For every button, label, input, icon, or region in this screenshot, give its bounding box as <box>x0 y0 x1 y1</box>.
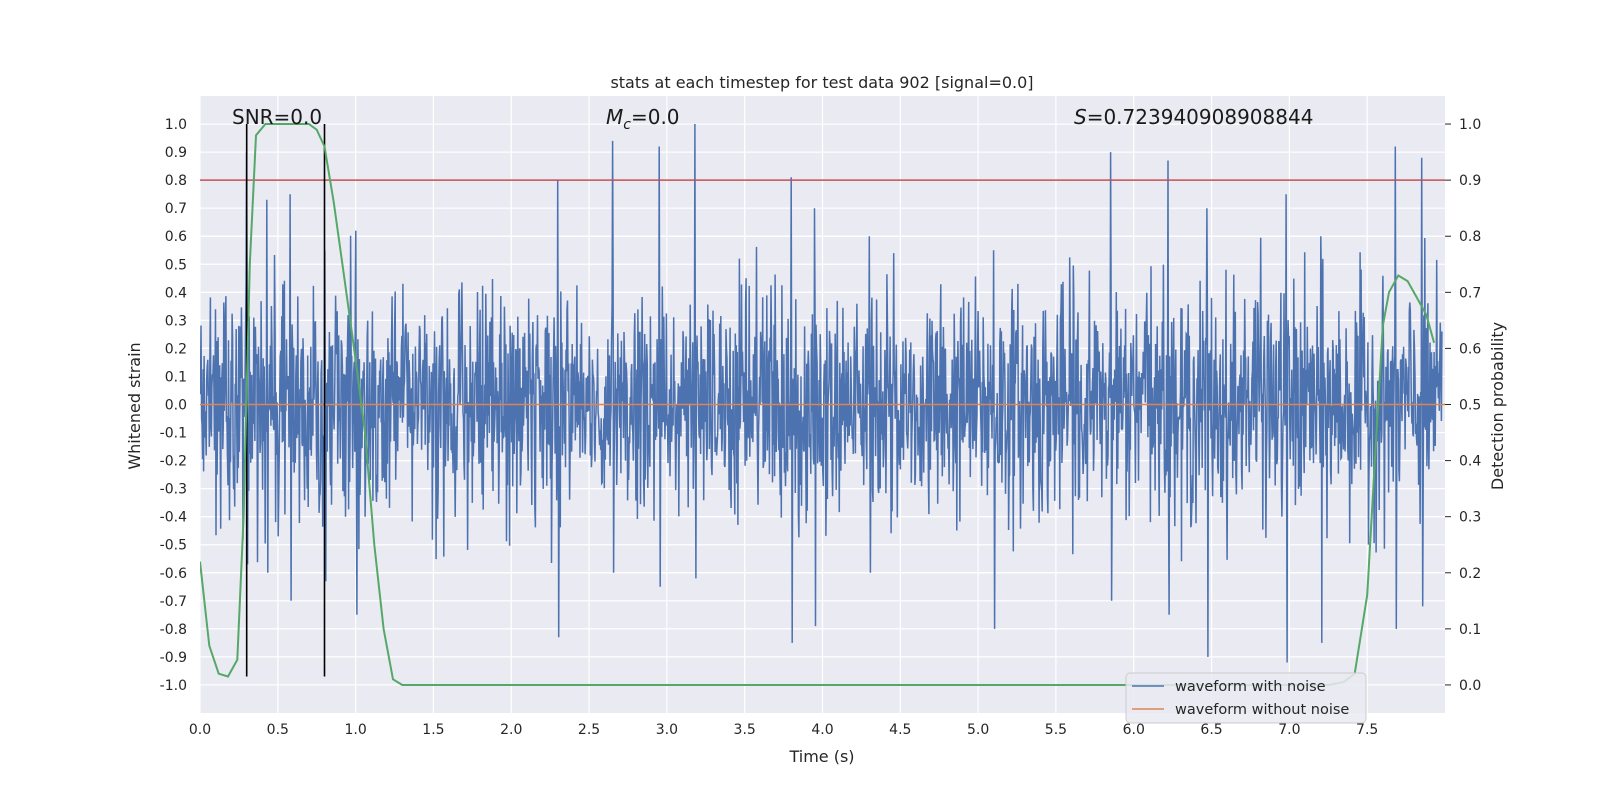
y-tick-label: 0.0 <box>165 398 187 414</box>
x-tick-label: 3.5 <box>734 722 756 738</box>
y-tick-label: 0.7 <box>165 201 187 217</box>
y2-tick-label: 0.8 <box>1459 229 1481 245</box>
y2-tick-label: 0.5 <box>1459 398 1481 414</box>
y-tick-label: 0.9 <box>165 145 187 161</box>
y2-tick-label: 0.3 <box>1459 510 1481 526</box>
x-tick-label: 6.0 <box>1123 722 1145 738</box>
y-tick-label: -0.1 <box>160 426 187 442</box>
y2-axis-label: Detection probability <box>1488 322 1507 490</box>
y-tick-label: -0.3 <box>160 482 187 498</box>
y2-tick-label: 0.9 <box>1459 173 1481 189</box>
y-tick-label: 0.8 <box>165 173 187 189</box>
y2-tick-label: 0.2 <box>1459 566 1481 582</box>
mc-annotation: Mc=0.0 <box>606 105 680 133</box>
mc-value: =0.0 <box>631 105 680 129</box>
x-tick-label: 5.0 <box>967 722 989 738</box>
x-axis-label: Time (s) <box>788 747 854 766</box>
y2-axis-ticks: 0.0 0.1 0.2 0.3 0.4 0.5 0.6 0.7 0.8 0.9 1.0 <box>1445 117 1481 694</box>
y-axis-ticks: -1.0 -0.9 -0.8 -0.7 -0.6 -0.5 -0.4 -0.3 -0.2 -0.1… <box>160 117 187 694</box>
noise-series <box>200 123 1443 663</box>
x-tick-label: 5.5 <box>1045 722 1067 738</box>
y-axis-label: Whitened strain <box>125 342 144 469</box>
y2-tick-label: 0.7 <box>1459 285 1481 301</box>
y2-tick-label: 0.6 <box>1459 341 1481 357</box>
x-tick-label: 1.0 <box>344 722 366 738</box>
y2-tick-label: 0.4 <box>1459 454 1481 470</box>
y-tick-label: -0.7 <box>160 594 187 610</box>
s-annotation: S=0.723940908908844 <box>1074 105 1313 129</box>
s-symbol: S <box>1074 105 1087 129</box>
x-axis-ticks: 0.0 0.5 1.0 1.5 2.0 2.5 3.0 3.5 4.0 4.5 5.0 5.5 6.0 6… <box>189 722 1378 738</box>
y2-tick-label: 1.0 <box>1459 117 1481 133</box>
x-tick-label: 2.5 <box>578 722 600 738</box>
y-tick-label: -1.0 <box>160 678 187 694</box>
y-tick-label: -0.4 <box>160 510 187 526</box>
y-tick-label: 1.0 <box>165 117 187 133</box>
legend: waveform with noise waveform without noi… <box>1125 672 1367 724</box>
x-tick-label: 4.5 <box>889 722 911 738</box>
x-tick-label: 7.5 <box>1356 722 1378 738</box>
y-tick-label: 0.3 <box>165 313 187 329</box>
mc-symbol: M <box>606 105 623 129</box>
legend-label-clean: waveform without noise <box>1175 702 1349 718</box>
y-tick-label: -0.6 <box>160 566 187 582</box>
x-tick-label: 7.0 <box>1278 722 1300 738</box>
y-tick-label: -0.9 <box>160 650 187 666</box>
y-tick-label: 0.5 <box>165 257 187 273</box>
y2-tick-label: 0.0 <box>1459 678 1481 694</box>
x-tick-label: 3.0 <box>656 722 678 738</box>
y-tick-label: 0.1 <box>165 369 187 385</box>
y-tick-label: -0.8 <box>160 622 187 638</box>
chart-title: stats at each timestep for test data 902… <box>610 73 1033 92</box>
y2-tick-label: 0.1 <box>1459 622 1481 638</box>
detection-probability-line <box>200 123 1436 686</box>
y-tick-label: -0.2 <box>160 454 187 470</box>
x-tick-label: 2.0 <box>500 722 522 738</box>
legend-box <box>1125 672 1367 724</box>
waveform-with-noise-line <box>200 123 1443 663</box>
x-tick-label: 6.5 <box>1200 722 1222 738</box>
snr-annotation: SNR=0.0 <box>232 105 322 129</box>
x-tick-label: 0.5 <box>267 722 289 738</box>
y-tick-label: 0.6 <box>165 229 187 245</box>
x-tick-label: 1.5 <box>422 722 444 738</box>
s-value: =0.723940908908844 <box>1087 105 1314 129</box>
y-tick-label: 0.4 <box>165 285 187 301</box>
y-tick-label: 0.2 <box>165 341 187 357</box>
y-tick-label: -0.5 <box>160 538 187 554</box>
x-tick-label: 4.0 <box>811 722 833 738</box>
x-tick-label: 0.0 <box>189 722 211 738</box>
legend-label-noise: waveform with noise <box>1175 679 1326 695</box>
mc-subscript: c <box>623 117 631 133</box>
